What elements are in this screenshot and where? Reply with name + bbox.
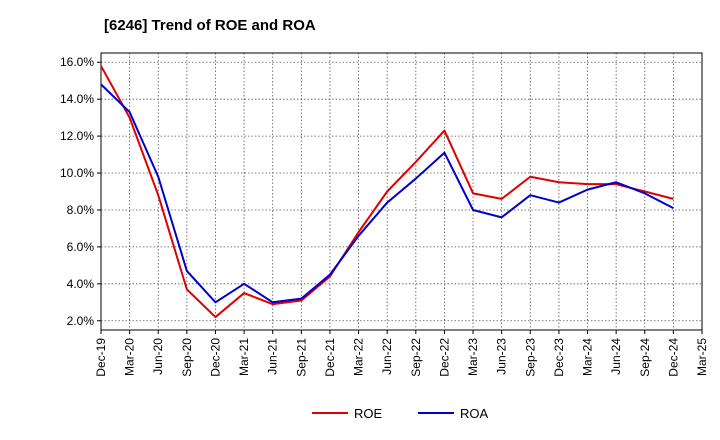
x-tick-label: Sep-22 (409, 338, 423, 377)
legend-item-roa: ROA (418, 406, 489, 421)
x-tick-label: Mar-24 (581, 338, 595, 376)
y-tick-label: 2.0% (67, 314, 95, 328)
y-tick-label: 8.0% (67, 203, 95, 217)
y-tick-label: 10.0% (60, 166, 94, 180)
series-line-roe (100, 65, 674, 319)
axes: 2.0% 4.0% 6.0% 8.0% 10.0% 12.0% 14.0% 16.0% Dec-… (60, 52, 709, 377)
plot-frame (100, 52, 703, 331)
x-tick-label: Dec-20 (208, 338, 222, 377)
y-tick-label: 12.0% (60, 129, 94, 143)
x-tick-label: Mar-22 (352, 338, 366, 376)
legend-label: ROA (460, 406, 489, 421)
chart-title: [6246] Trend of ROE and ROA (104, 17, 316, 34)
x-tick-label: Dec-19 (94, 338, 108, 377)
x-tick-label: Dec-24 (666, 338, 680, 377)
y-tick-label: 6.0% (67, 240, 95, 254)
x-tick-label: Sep-23 (523, 338, 537, 377)
legend-label: ROE (354, 406, 383, 421)
y-tick-label: 16.0% (60, 55, 94, 69)
x-tick-label: Jun-20 (151, 338, 165, 375)
x-tick-label: Mar-20 (123, 338, 137, 376)
x-tick-label: Mar-25 (695, 338, 709, 376)
x-tick-label: Dec-22 (437, 338, 451, 377)
y-tick-label: 4.0% (67, 277, 95, 291)
x-tick-label: Dec-23 (552, 338, 566, 377)
x-tick-label: Jun-22 (380, 338, 394, 375)
x-tick-label: Mar-23 (466, 338, 480, 376)
x-tick-label: Jun-24 (609, 338, 623, 375)
x-tick-label: Mar-21 (237, 338, 251, 376)
legend: ROE ROA (312, 406, 489, 421)
series-lines (100, 65, 674, 319)
legend-item-roe: ROE (312, 406, 383, 421)
x-tick-label: Sep-20 (180, 338, 194, 377)
x-tick-label: Jun-21 (266, 338, 280, 375)
y-tick-label: 14.0% (60, 92, 94, 106)
x-tick-label: Sep-21 (294, 338, 308, 377)
x-tick-label: Sep-24 (638, 338, 652, 377)
x-tick-label: Jun-23 (495, 338, 509, 375)
series-line-roa (100, 83, 674, 304)
x-tick-label: Dec-21 (323, 338, 337, 377)
